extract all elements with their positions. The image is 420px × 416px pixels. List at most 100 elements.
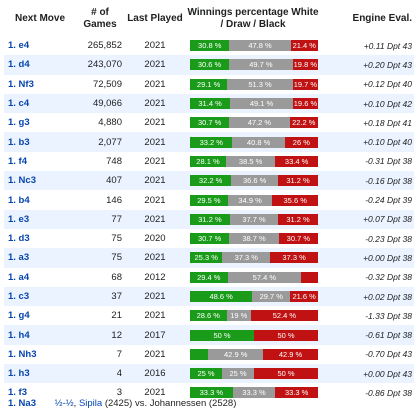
winnings-cell: 29.1 % 51.3 % 19.7 % xyxy=(186,75,320,94)
winnings-cell: 29.4 % 57.4 % xyxy=(186,268,320,287)
white-percentage-segment: 30.6 % xyxy=(190,59,230,71)
draw-percentage-segment: 49.1 % xyxy=(230,98,293,110)
winnings-cell: 48.6 % 29.7 % 21.6 % xyxy=(186,286,320,307)
move-cell: 1. Nf3 xyxy=(4,75,76,94)
winnings-bar: 31.2 % 37.7 % 31.2 % xyxy=(190,213,318,225)
header-engine-eval: Engine Eval. xyxy=(352,13,412,24)
last-played-year: 2021 xyxy=(144,310,166,322)
black-percentage-segment: 42.9 % xyxy=(263,348,318,360)
move-link[interactable]: 1. d3 xyxy=(8,233,30,245)
move-link[interactable]: 1. b3 xyxy=(8,136,30,148)
table-row: 1. a3 75 2021 25.3 % 37.3 % 37.3 % +0.00 Dpt 3… xyxy=(4,248,414,268)
move-link[interactable]: 1. h3 xyxy=(8,368,30,380)
draw-percentage-segment: 49.7 % xyxy=(229,59,293,71)
engine-eval: -0.23 Dpt 38 xyxy=(365,233,412,244)
draw-percentage-segment: 38.5 % xyxy=(225,155,276,167)
move-link[interactable]: 1. Nf3 xyxy=(8,78,34,90)
move-cell: 1. b4 xyxy=(4,190,76,209)
game-result-link[interactable]: ½-½ xyxy=(54,398,74,409)
white-percentage-segment: 25 % xyxy=(190,368,222,380)
black-percentage-segment: 19.8 % xyxy=(292,59,318,71)
engine-eval: +0.10 Dpt 40 xyxy=(320,132,414,152)
game-move-link[interactable]: 1. Na3 xyxy=(8,398,36,409)
black-percentage-segment: 50 % xyxy=(254,368,318,380)
table-row: 1. e4 265,852 2021 30.8 % 47.8 % 21.4 % +0.11 … xyxy=(4,36,414,55)
white-player-link[interactable]: Sipila xyxy=(78,398,103,409)
white-percentage-segment: 33.3 % xyxy=(190,387,233,399)
winnings-bar: 30.7 % 38.7 % 30.7 % xyxy=(190,233,318,245)
table-row: 1. g4 21 2021 28.6 % 19 % 52.4 % -1.33 Dpt 38 xyxy=(4,306,414,325)
winnings-cell: 25 % 25 % 50 % xyxy=(186,364,320,384)
move-cell: 1. b3 xyxy=(4,132,76,152)
games-count: 75 xyxy=(111,233,122,245)
move-link[interactable]: 1. g4 xyxy=(8,310,30,322)
move-link[interactable]: 1. f3 xyxy=(8,387,28,399)
engine-eval: +0.02 Dpt 38 xyxy=(320,286,414,307)
move-link[interactable]: 1. c3 xyxy=(8,291,30,302)
black-percentage-segment: 21.6 % xyxy=(290,291,318,302)
last-played-year: 2017 xyxy=(124,325,186,345)
last-played-year: 2020 xyxy=(144,233,166,245)
winnings-bar: 30.6 % 49.7 % 19.8 % xyxy=(190,59,318,71)
last-played-year: 2021 xyxy=(144,194,166,206)
games-count: 77 xyxy=(76,209,124,229)
draw-percentage-segment: 37.7 % xyxy=(229,213,279,225)
table-row: 1. d4 243,070 2021 30.6 % 49.7 % 19.8 % +0.20 … xyxy=(4,55,414,75)
move-link[interactable]: 1. h4 xyxy=(8,329,30,341)
move-link[interactable]: 1. e3 xyxy=(8,213,30,225)
games-count: 265,852 xyxy=(87,40,122,52)
draw-percentage-segment: 34.9 % xyxy=(227,194,273,206)
last-played-year: 2021 xyxy=(124,209,186,229)
winnings-cell: 29.5 % 34.9 % 35.6 % xyxy=(186,190,320,209)
move-link[interactable]: 1. Nc3 xyxy=(8,175,36,187)
engine-eval: +0.00 Dpt 43 xyxy=(320,364,414,384)
draw-percentage-segment: 25 % xyxy=(222,368,254,380)
table-row: 1. c4 49,066 2021 31.4 % 49.1 % 19.6 % +0.10 D… xyxy=(4,93,414,114)
games-count: 146 xyxy=(106,194,122,206)
winnings-cell: 33.3 % 33.3 % 33.3 % xyxy=(186,383,320,402)
winnings-bar: 29.5 % 34.9 % 35.6 % xyxy=(190,194,318,206)
black-rating: (2528) xyxy=(208,398,237,409)
draw-percentage-segment: 19 % xyxy=(226,310,251,322)
move-link[interactable]: 1. Nh3 xyxy=(8,348,37,360)
table-row: 1. b3 2,077 2021 33.2 % 40.8 % 26 % +0.10 Dpt … xyxy=(4,132,414,152)
move-link[interactable]: 1. g3 xyxy=(8,117,30,129)
black-percentage-segment: 19.6 % xyxy=(292,98,318,110)
table-row: 1. e3 77 2021 31.2 % 37.7 % 31.2 % +0.07 Dpt 3… xyxy=(4,209,414,229)
draw-percentage-segment: 42.9 % xyxy=(208,348,264,360)
move-cell: 1. Nc3 xyxy=(4,171,76,191)
move-rows: 1. e4 265,852 2021 30.8 % 47.8 % 21.4 % +0.11 … xyxy=(4,36,414,403)
white-percentage-segment: 33.2 % xyxy=(190,136,233,148)
black-percentage-segment: 31.2 % xyxy=(278,175,318,187)
engine-eval: +0.11 Dpt 43 xyxy=(363,40,412,51)
engine-eval: +0.00 Dpt 38 xyxy=(320,248,414,268)
black-percentage-segment: 21.4 % xyxy=(290,40,318,52)
move-cell: 1. g3 xyxy=(4,113,76,132)
move-cell: 1. c3 xyxy=(4,286,76,307)
winnings-cell: 30.7 % 47.2 % 22.2 % xyxy=(186,113,320,132)
black-percentage-segment: 35.6 % xyxy=(272,194,318,206)
winnings-bar: 25 % 25 % 50 % xyxy=(190,368,318,380)
header-next-move: Next Move xyxy=(14,13,65,24)
engine-eval: -0.32 Dpt 38 xyxy=(365,272,412,283)
black-player: Johannessen xyxy=(149,398,207,409)
games-count: 21 xyxy=(111,310,122,322)
move-link[interactable]: 1. b4 xyxy=(8,194,30,206)
draw-percentage-segment: 37.3 % xyxy=(222,252,271,264)
engine-eval: -0.70 Dpt 43 xyxy=(365,349,412,360)
move-link[interactable]: 1. d4 xyxy=(8,59,30,71)
winnings-cell: 30.6 % 49.7 % 19.8 % xyxy=(186,55,320,75)
winnings-bar: 48.6 % 29.7 % 21.6 % xyxy=(190,291,318,302)
move-link[interactable]: 1. e4 xyxy=(8,40,30,52)
move-link[interactable]: 1. a4 xyxy=(8,271,30,283)
move-link[interactable]: 1. f4 xyxy=(8,155,28,167)
white-percentage-segment: 29.1 % xyxy=(190,78,228,90)
table-row: 1. g3 4,880 2021 30.7 % 47.2 % 22.2 % +0.18 Dp… xyxy=(4,113,414,132)
white-percentage-segment: 30.7 % xyxy=(190,233,230,245)
move-link[interactable]: 1. a3 xyxy=(8,252,30,264)
table-row: 1. c3 37 2021 48.6 % 29.7 % 21.6 % +0.02 Dpt 3… xyxy=(4,286,414,307)
draw-percentage-segment: 29.7 % xyxy=(252,291,291,302)
engine-eval: -0.16 Dpt 38 xyxy=(320,171,414,191)
move-link[interactable]: 1. c4 xyxy=(8,98,30,110)
